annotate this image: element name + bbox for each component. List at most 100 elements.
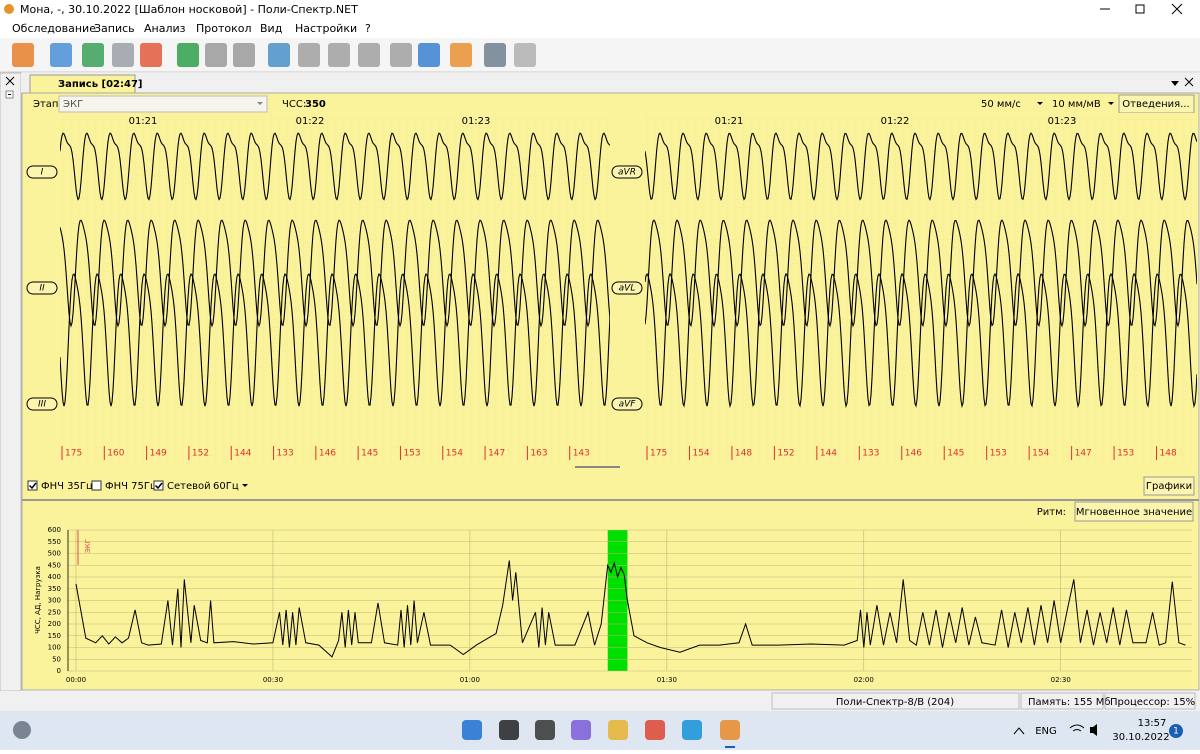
- lead-label: I: [41, 168, 44, 178]
- lead-badge[interactable]: [26, 397, 58, 411]
- title-bar: [0, 0, 1200, 19]
- rr-label: 147: [488, 449, 505, 459]
- menu-item[interactable]: Настройки: [295, 22, 357, 35]
- menu-item[interactable]: ?: [365, 22, 371, 35]
- toolbar-button[interactable]: [205, 43, 227, 67]
- menu-item[interactable]: Протокол: [196, 22, 252, 35]
- tray-expand[interactable]: [1013, 727, 1025, 735]
- lead-label: aVR: [618, 168, 636, 178]
- toolbar-button[interactable]: [298, 43, 320, 67]
- taskbar-app[interactable]: [571, 720, 591, 740]
- widgets-icon[interactable]: [13, 721, 31, 739]
- rr-label: 175: [65, 449, 82, 459]
- toolbar-button[interactable]: [328, 43, 350, 67]
- toolbar-button[interactable]: [514, 43, 536, 67]
- speed-select[interactable]: [977, 96, 1045, 112]
- taskbar-app[interactable]: [535, 720, 555, 740]
- y-tick-label: 0: [57, 667, 61, 675]
- volume-icon[interactable]: [1090, 724, 1097, 736]
- toolbar-button[interactable]: [82, 43, 104, 67]
- ecg-trace: [60, 219, 610, 328]
- taskbar-app[interactable]: [499, 720, 519, 740]
- lead-badge[interactable]: [26, 281, 58, 295]
- toolbar-button[interactable]: [177, 43, 199, 67]
- x-tick-label: 02:00: [854, 676, 874, 684]
- mains-freq[interactable]: 60Гц: [213, 481, 239, 492]
- taskbar-app[interactable]: [645, 720, 665, 740]
- hr-label: ЧСС:: [282, 99, 306, 110]
- y-tick-label: 250: [48, 608, 61, 616]
- toolbar-button[interactable]: [50, 43, 72, 67]
- notification-badge[interactable]: [1169, 724, 1183, 738]
- rr-label: 163: [530, 449, 547, 459]
- menu-bar: [0, 19, 1200, 38]
- menu-item[interactable]: Анализ: [144, 22, 186, 35]
- close-button[interactable]: [1171, 3, 1183, 15]
- lead-badge[interactable]: [611, 165, 643, 179]
- checkbox-label: ФНЧ 35Гц: [41, 481, 93, 492]
- rr-label: 145: [361, 449, 378, 459]
- x-tick-label: 01:30: [657, 676, 677, 684]
- dropdown-arrow[interactable]: [242, 484, 248, 487]
- taskbar-app[interactable]: [682, 720, 702, 740]
- lead-badge[interactable]: [26, 165, 58, 179]
- wifi-icon[interactable]: [1069, 724, 1085, 732]
- rr-label: 175: [650, 449, 667, 459]
- tray-time[interactable]: 13:57: [1138, 718, 1167, 729]
- toolbar-button[interactable]: [450, 43, 472, 67]
- toolbar-button[interactable]: [12, 43, 34, 67]
- time-label: 01:22: [296, 116, 325, 127]
- stage-select[interactable]: [58, 95, 268, 113]
- lead-badge[interactable]: [611, 281, 643, 295]
- ecg-trace: [60, 272, 610, 407]
- gain-select[interactable]: [1048, 96, 1116, 112]
- toolbar-button[interactable]: [390, 43, 412, 67]
- menu-item[interactable]: Запись: [94, 22, 135, 35]
- toolbar-button[interactable]: [484, 43, 506, 67]
- checkbox[interactable]: [153, 480, 164, 491]
- ecg-panel: [60, 132, 610, 407]
- rr-label: 144: [820, 449, 837, 459]
- y-tick-label: 300: [48, 597, 61, 605]
- tray-date[interactable]: 30.10.2022: [1112, 732, 1169, 743]
- toolbar-button[interactable]: [418, 43, 440, 67]
- taskbar-app[interactable]: [462, 720, 482, 740]
- y-tick-label: 100: [48, 644, 61, 652]
- checkbox[interactable]: [91, 480, 102, 491]
- rr-label: 153: [990, 449, 1007, 459]
- time-label: 01:21: [129, 116, 158, 127]
- lead-badge[interactable]: [611, 397, 643, 411]
- toolbar-button[interactable]: [358, 43, 380, 67]
- tray-lang[interactable]: ENG: [1035, 726, 1057, 737]
- rr-label: 154: [692, 449, 709, 459]
- leads-button-label: Отведения...: [1122, 99, 1189, 110]
- maximize-button[interactable]: [1135, 4, 1145, 14]
- checkmark: [154, 482, 163, 490]
- checkbox[interactable]: [27, 480, 38, 491]
- toolbar-button[interactable]: [112, 43, 134, 67]
- rr-label: 145: [947, 449, 964, 459]
- time-label: 01:23: [1048, 116, 1077, 127]
- tab-menu[interactable]: [1171, 81, 1179, 86]
- side-close[interactable]: [5, 76, 15, 86]
- y-tick-label: 550: [48, 538, 61, 546]
- y-tick-label: 150: [48, 632, 61, 640]
- rr-label: 148: [735, 449, 752, 459]
- tab-title: Запись [02:47]: [58, 79, 142, 90]
- graphs-button[interactable]: [1143, 476, 1195, 496]
- taskbar-app[interactable]: [608, 720, 628, 740]
- app-icon: [4, 4, 14, 14]
- rhythm-mode-button[interactable]: [1074, 501, 1194, 522]
- menu-item[interactable]: Обследование: [12, 22, 96, 35]
- toolbar-button[interactable]: [140, 43, 162, 67]
- menu-item[interactable]: Вид: [260, 22, 283, 35]
- checkbox-label: Сетевой: [167, 481, 211, 492]
- taskbar-app[interactable]: [720, 720, 740, 740]
- tab-close[interactable]: [1184, 77, 1194, 87]
- rr-label: 153: [1117, 449, 1134, 459]
- status-bar: [0, 691, 1200, 711]
- rr-label: 148: [1160, 449, 1177, 459]
- checkbox-label: ФНЧ 75Гц: [105, 481, 157, 492]
- toolbar-button[interactable]: [268, 43, 290, 67]
- toolbar-button[interactable]: [233, 43, 255, 67]
